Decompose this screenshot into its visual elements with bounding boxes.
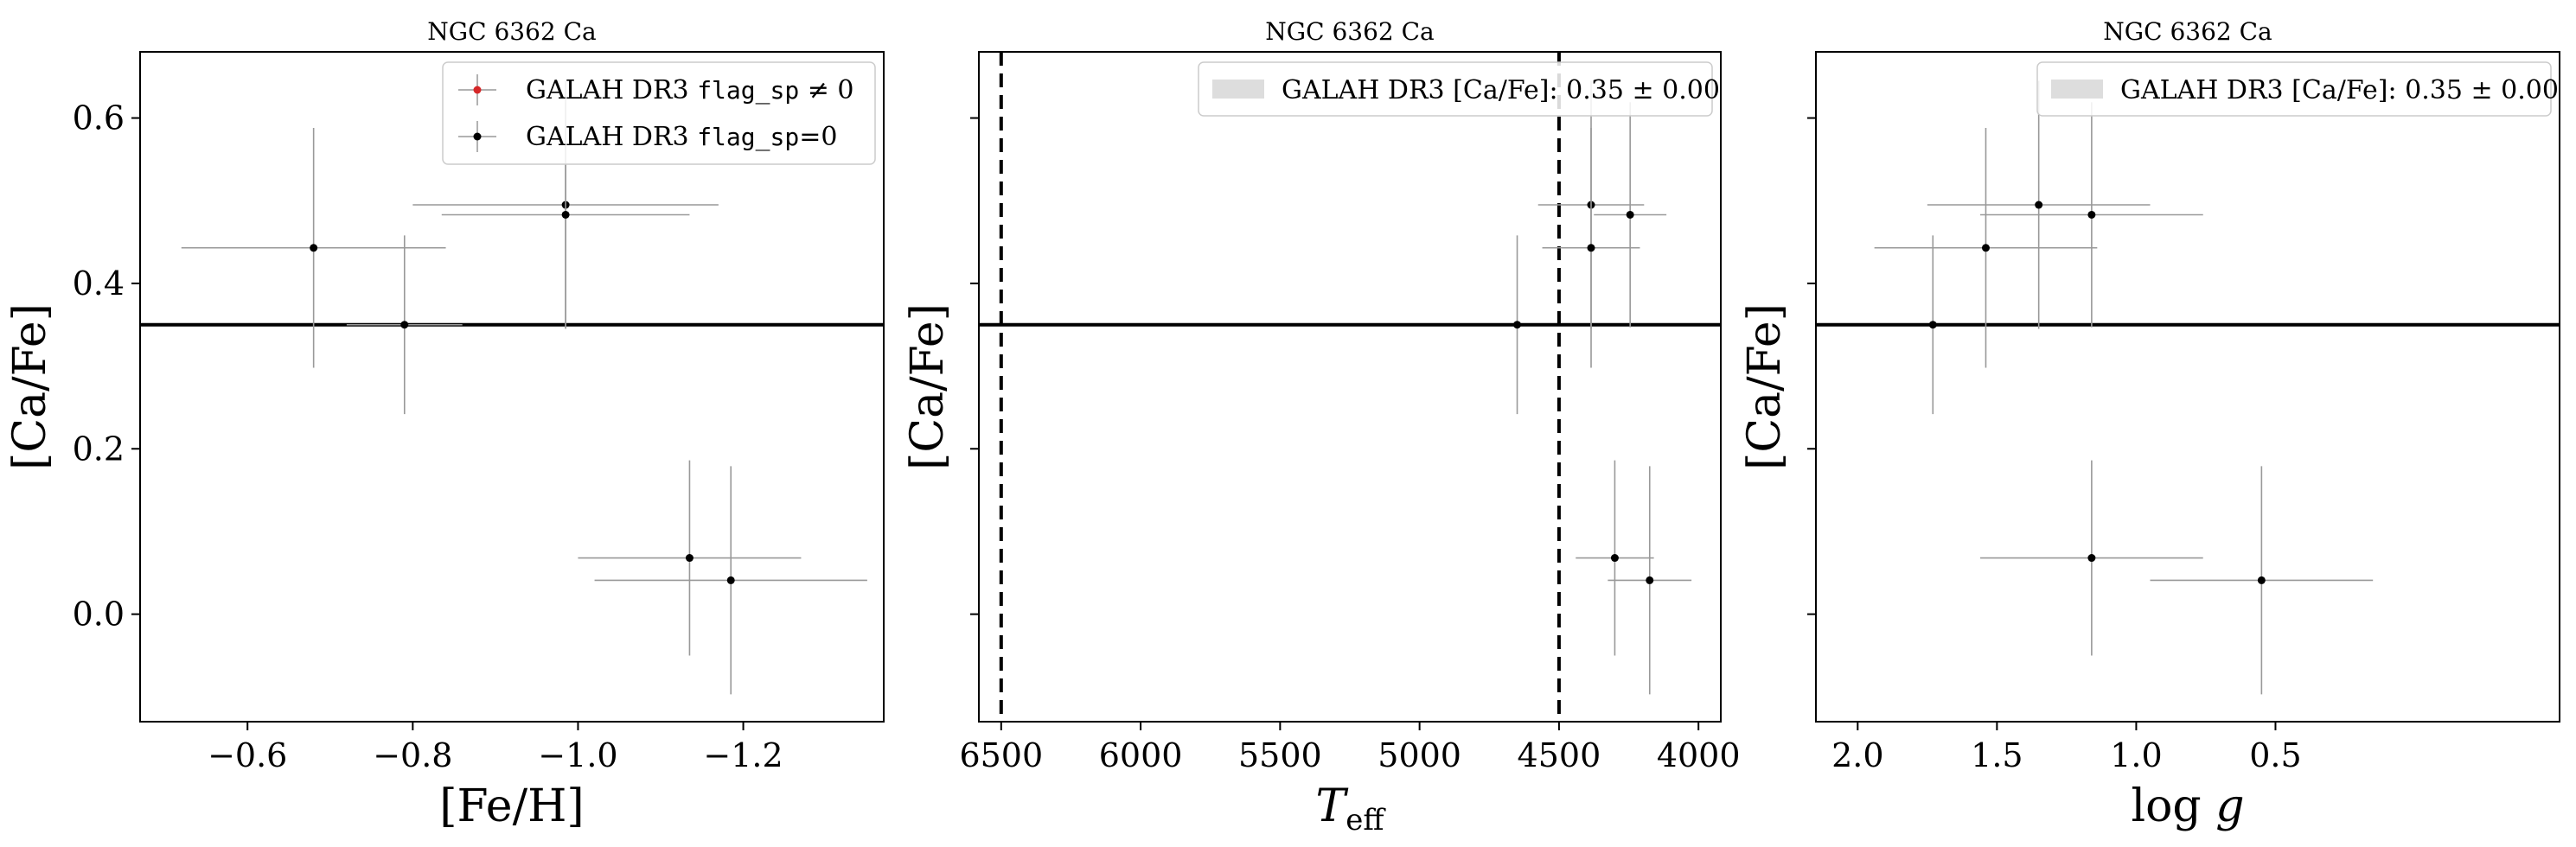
- point-marker: [1587, 244, 1595, 252]
- axes-frame: [1815, 51, 2560, 723]
- point-marker: [2257, 576, 2266, 584]
- data-point-1: [1513, 235, 1522, 415]
- x-axis-label: log g: [2131, 780, 2244, 832]
- data-point-5: [578, 460, 802, 656]
- legend: GALAH DR3 flag_sp ≠ 0 GALAH DR3 flag_sp=0: [442, 61, 876, 165]
- data-point-1: [181, 128, 446, 368]
- data-point-5: [1576, 460, 1654, 656]
- y-axis-label: [Ca/Fe]: [1739, 303, 1791, 470]
- point-marker: [685, 554, 694, 563]
- y-axis-label: [Ca/Fe]: [4, 303, 56, 470]
- x-tick-label: 6500: [959, 736, 1043, 774]
- legend-entry-1: GALAH DR3 [Ca/Fe]: 0.35 ± 0.00: [1212, 75, 1720, 105]
- legend-entry-2: GALAH DR3 flag_sp=0: [458, 121, 837, 152]
- panel-1: NGC 6362 Ca −0.6 −0.8 −1.0 −1.2 0.0 0.2 0.4 0.6 […: [4, 17, 885, 832]
- legend-entry-1: GALAH DR3 [Ca/Fe]: 0.35 ± 0.00: [2051, 75, 2559, 105]
- point-marker: [1513, 321, 1522, 329]
- data-point-6: [1608, 466, 1692, 695]
- axes-frame: [978, 51, 1722, 723]
- legend-box: [442, 61, 876, 165]
- data-point-4: [1980, 102, 2203, 328]
- data-point-3: [1927, 80, 2151, 329]
- panel-2: NGC 6362 Ca 6500 6000 5500 5000 4500 4000 Teff […: [902, 17, 1741, 837]
- x-tick-label: −1.0: [538, 736, 617, 774]
- x-axis-label: [Fe/H]: [439, 780, 584, 832]
- x-tick-label: 1.5: [1971, 736, 2023, 774]
- point-marker: [1928, 321, 1937, 329]
- x-axis-label: Teff: [1316, 780, 1387, 837]
- x-tick-label: −0.8: [373, 736, 452, 774]
- point-marker: [2087, 554, 2096, 563]
- plot-area: [1816, 80, 2560, 695]
- data-point-2: [346, 235, 463, 415]
- data-point-4: [1594, 102, 1667, 328]
- plot-area: [979, 52, 1721, 722]
- x-tick-label: 6000: [1099, 736, 1183, 774]
- legend-label: GALAH DR3 flag_sp ≠ 0: [526, 75, 854, 105]
- plot-area: [140, 80, 884, 695]
- legend-label: GALAH DR3 [Ca/Fe]: 0.35 ± 0.00: [2120, 75, 2559, 105]
- legend-marker: [473, 132, 482, 141]
- legend: GALAH DR3 [Ca/Fe]: 0.35 ± 0.00: [1198, 61, 1720, 117]
- x-tick-label: 5000: [1377, 736, 1461, 774]
- legend-label: GALAH DR3 [Ca/Fe]: 0.35 ± 0.00: [1282, 75, 1720, 105]
- point-marker: [726, 576, 735, 584]
- data-point-2: [1874, 128, 2098, 368]
- data-point-5: [1980, 460, 2203, 656]
- x-tick-label: 2.0: [1831, 736, 1883, 774]
- legend-box: [2036, 61, 2552, 117]
- point-marker: [400, 321, 409, 329]
- x-tick-label: 4000: [1657, 736, 1741, 774]
- x-tick-label: −0.6: [208, 736, 287, 774]
- panel-title: NGC 6362 Ca: [1265, 17, 1434, 46]
- point-marker: [2035, 201, 2043, 209]
- y-axis-label: [Ca/Fe]: [902, 303, 954, 470]
- x-tick-label: 4500: [1518, 736, 1601, 774]
- data-point-3: [1542, 128, 1640, 368]
- point-marker: [1646, 576, 1654, 584]
- x-tick-label: 1.0: [2110, 736, 2162, 774]
- x-tick-label: −1.2: [703, 736, 783, 774]
- point-marker: [310, 244, 318, 252]
- legend-band-swatch: [1212, 80, 1264, 99]
- data-point-6: [2150, 466, 2374, 695]
- point-marker: [1626, 210, 1634, 219]
- point-marker: [1981, 244, 1990, 252]
- legend-entry-1: GALAH DR3 flag_sp ≠ 0: [458, 74, 854, 105]
- legend-band-swatch: [2051, 80, 2103, 99]
- data-point-6: [594, 466, 867, 695]
- y-tick-label: 0.0: [73, 595, 125, 634]
- x-tick-label: 0.5: [2249, 736, 2301, 774]
- y-tick-label: 0.2: [73, 430, 125, 468]
- legend: GALAH DR3 [Ca/Fe]: 0.35 ± 0.00: [2036, 61, 2559, 117]
- x-tick-label: 5500: [1238, 736, 1322, 774]
- legend-box: [1198, 61, 1713, 117]
- point-marker: [1610, 554, 1619, 563]
- legend-label: GALAH DR3 flag_sp=0: [526, 122, 837, 152]
- y-tick-label: 0.4: [73, 264, 125, 302]
- data-point-1: [1928, 235, 1937, 415]
- panel-title: NGC 6362 Ca: [427, 17, 596, 46]
- point-marker: [561, 210, 570, 219]
- point-marker: [2087, 210, 2096, 219]
- panel-title: NGC 6362 Ca: [2103, 17, 2272, 46]
- legend-marker: [473, 86, 482, 94]
- y-tick-label: 0.6: [73, 99, 125, 137]
- axes-frame: [139, 51, 885, 723]
